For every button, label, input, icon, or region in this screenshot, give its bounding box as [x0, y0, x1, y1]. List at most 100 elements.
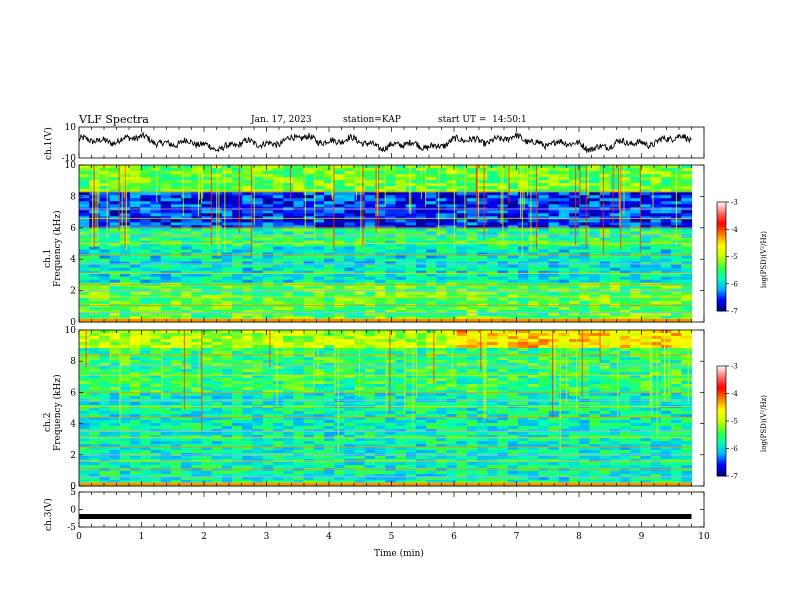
spectrogram-cell [405, 384, 417, 388]
spectrogram-cell [579, 300, 590, 305]
spectrogram-cell [466, 378, 478, 382]
spectrogram-cell [395, 366, 407, 370]
spectrogram-cell [160, 390, 172, 394]
spectrogram-cell [518, 204, 529, 208]
spectrogram-cell [313, 183, 325, 187]
spectrogram-cell [109, 237, 121, 242]
spectrogram-cell [232, 351, 243, 355]
spectrogram-cell [415, 333, 427, 337]
spectrogram-cell [99, 330, 111, 334]
spectrogram-cell [528, 177, 539, 181]
spectrogram-cell [426, 363, 437, 367]
spectrogram-cell [660, 393, 672, 397]
spectrogram-cell [89, 174, 100, 178]
spectrogram-cell [405, 243, 417, 248]
spectrogram-cell [456, 186, 468, 190]
spectrogram-cell [569, 243, 580, 248]
spectrogram-cell [252, 264, 264, 269]
spectrogram-cell [569, 276, 580, 281]
spectrogram-cell [660, 402, 672, 406]
spectrogram-cell [201, 225, 213, 229]
spectrogram-cell [221, 306, 233, 311]
spectrogram-cell [344, 240, 356, 245]
spectrogram-cell [303, 198, 315, 202]
spectrogram-cell [426, 243, 437, 248]
spectrogram-cell [191, 396, 203, 400]
spectrogram-cell [446, 201, 458, 205]
spectrogram-cell [232, 309, 243, 314]
spectrogram-cell [548, 261, 560, 266]
spectrogram-cell [487, 339, 499, 343]
spectrogram-cell [558, 378, 570, 382]
spectrogram-cell [313, 210, 325, 214]
spectrogram-cell [293, 210, 305, 214]
spectrogram-cell [313, 180, 325, 184]
spectrogram-cell [640, 378, 652, 382]
spectrogram-cell [426, 378, 437, 382]
spectrogram-cell [140, 264, 152, 269]
spectrogram-cell [558, 351, 570, 355]
spectrogram-cell [79, 171, 90, 175]
spectrogram-cell [293, 246, 305, 251]
spectrogram-cell [262, 396, 274, 400]
spectrogram-cell [313, 285, 325, 290]
spectrogram-cell [130, 336, 141, 340]
spectrogram-cell [293, 267, 305, 272]
spectrogram-cell [650, 300, 662, 305]
spectrogram-cell [273, 336, 284, 340]
spectrogram-cell [466, 189, 478, 193]
spectrogram-cell [170, 258, 182, 263]
spectrogram-cell [518, 396, 529, 400]
spectrogram-cell [660, 228, 672, 232]
spectrogram-cell [456, 333, 468, 337]
spectrogram-cell [650, 369, 662, 373]
spectrogram-cell [334, 399, 345, 403]
spectrogram-cell [89, 168, 100, 172]
spectrogram-cell [548, 192, 560, 196]
spectrogram-cell [109, 309, 121, 314]
spectrogram-cell [211, 351, 223, 355]
spectrogram-cell [221, 261, 233, 266]
spectrogram-cell [79, 177, 90, 181]
spectrogram-cell [140, 225, 152, 229]
spectrogram-cell [538, 306, 550, 311]
spectrogram-cell [364, 360, 376, 364]
spectrogram-cell [671, 366, 682, 370]
spectrogram-cell [640, 273, 652, 278]
spectrogram-cell [211, 375, 223, 379]
spectrogram-cell [466, 333, 478, 337]
spectrogram-cell [405, 342, 417, 346]
spectrogram-cell [528, 198, 539, 202]
spectrogram-cell [671, 291, 682, 296]
spectrogram-cell [466, 171, 478, 175]
spectrogram-cell [242, 396, 254, 400]
spectrogram-cell [262, 402, 274, 406]
spectrogram-cell [181, 330, 192, 334]
spectrogram-cell [620, 309, 631, 314]
spectrogram-cell [303, 375, 315, 379]
spectrogram-cell [191, 342, 203, 346]
spectrogram-cell [507, 285, 519, 290]
spectrogram-cell [232, 270, 243, 275]
spectrogram-cell [660, 237, 672, 242]
spectrogram-cell [681, 402, 693, 406]
spectrogram-cell [569, 316, 580, 320]
spectrogram-cell [599, 171, 611, 175]
spectrogram-cell [538, 258, 550, 263]
spectrogram-cell [660, 348, 672, 352]
spectrogram-cell [170, 306, 182, 311]
spectrogram-cell [140, 276, 152, 281]
spectrogram-cell [140, 387, 152, 391]
spectrogram-cell [160, 372, 172, 376]
spectrogram-cell [609, 390, 621, 394]
spectrogram-cell [160, 249, 172, 254]
spectrogram-cell [466, 363, 478, 367]
spectrogram-cell [313, 246, 325, 251]
spectrogram-cell [181, 276, 192, 281]
spectrogram-cell [477, 363, 488, 367]
spectrogram-cell [181, 201, 192, 205]
spectrogram-cell [436, 393, 448, 397]
spectrogram-cell [650, 177, 662, 181]
spectrogram-cell [99, 219, 111, 223]
spectrogram-cell [283, 309, 294, 314]
